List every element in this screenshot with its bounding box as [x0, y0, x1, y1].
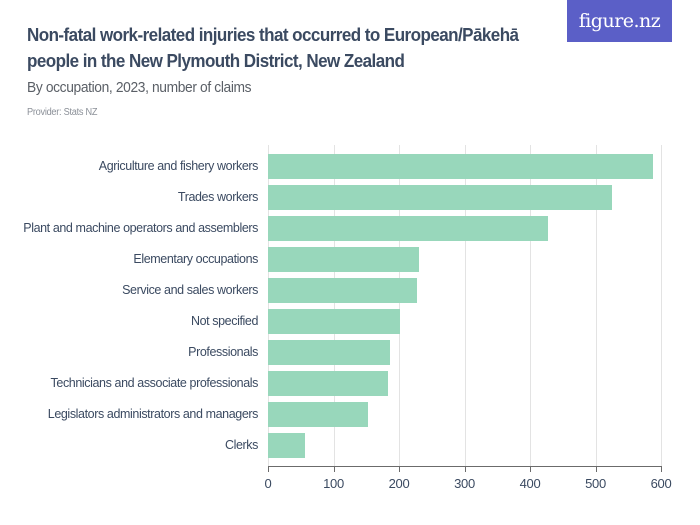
category-label: Trades workers — [177, 190, 258, 204]
bar[interactable] — [268, 433, 306, 458]
category-label: Plant and machine operators and assemble… — [23, 221, 258, 235]
gridline — [530, 145, 531, 467]
plot-area — [268, 145, 662, 467]
bar[interactable] — [268, 247, 420, 272]
x-tick-label: 100 — [323, 476, 344, 491]
bar[interactable] — [268, 154, 654, 179]
x-tick — [399, 466, 400, 472]
gridline — [399, 145, 400, 467]
bar[interactable] — [268, 402, 369, 427]
bar[interactable] — [268, 309, 400, 334]
x-tick — [333, 466, 335, 472]
chart-subtitle: By occupation, 2023, number of claims — [27, 79, 252, 96]
category-label: Legislators administrators and managers — [47, 407, 259, 421]
x-tick-label: 0 — [264, 476, 272, 491]
gridline — [661, 145, 662, 467]
category-label: Agriculture and fishery workers — [98, 159, 259, 173]
gridline — [464, 145, 466, 467]
x-tick-label: 200 — [388, 476, 410, 491]
category-label: Clerks — [224, 438, 258, 452]
category-label: Service and sales workers — [122, 283, 258, 297]
x-tick — [268, 466, 269, 472]
figure-nz-logo[interactable]: figure.nz — [567, 0, 672, 42]
category-label: Not specified — [190, 314, 258, 328]
x-tick — [595, 466, 597, 472]
bar[interactable] — [268, 278, 418, 303]
category-label: Technicians and associate professionals — [50, 376, 259, 390]
gridline — [268, 145, 269, 467]
x-tick-label: 400 — [519, 476, 541, 491]
x-tick — [464, 466, 466, 472]
bar[interactable] — [268, 185, 612, 210]
category-label: Elementary occupations — [133, 252, 258, 266]
category-label: Professionals — [188, 345, 258, 359]
x-tick — [530, 466, 531, 472]
x-tick-label: 300 — [454, 476, 475, 491]
gridline — [595, 145, 597, 467]
provider-label: Provider: Stats NZ — [27, 107, 98, 118]
bar[interactable] — [268, 371, 388, 396]
x-tick — [661, 466, 662, 472]
bar[interactable] — [268, 216, 549, 241]
bar[interactable] — [268, 340, 390, 365]
x-tick-label: 500 — [585, 476, 606, 491]
gridline — [333, 145, 335, 467]
chart-title: Non-fatal work-related injuries that occ… — [27, 24, 519, 71]
x-tick-label: 600 — [650, 476, 672, 491]
